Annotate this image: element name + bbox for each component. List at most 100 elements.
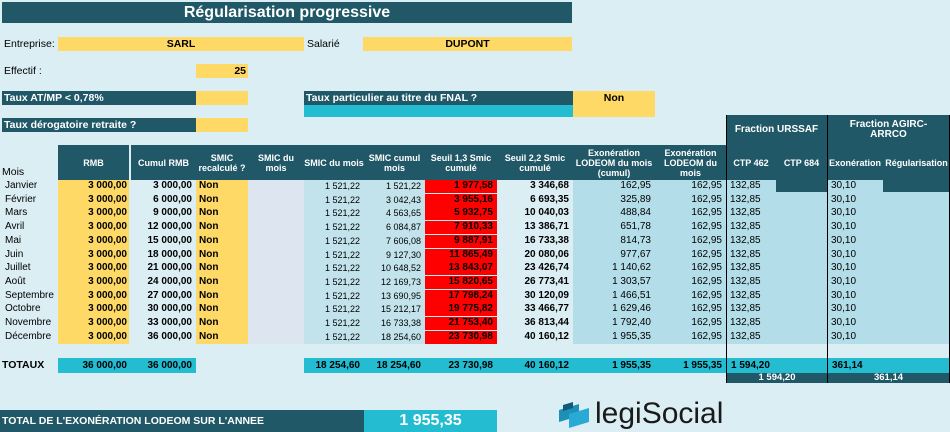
logo-icon <box>559 402 589 428</box>
cell-recalc[interactable]: Non <box>199 289 219 301</box>
cell-rmb[interactable]: 3 000,00 <box>88 193 127 205</box>
cell-smic-cumul: 6 084,87 <box>385 222 421 233</box>
totaux-smic: 18 254,60 <box>304 358 364 373</box>
cell-ctp462: 132,85 <box>730 234 761 246</box>
cell-rmb[interactable]: 3 000,00 <box>88 275 127 287</box>
salarie-field[interactable]: DUPONT <box>363 37 572 51</box>
cell-exo-mois: 162,95 <box>691 234 722 246</box>
cell-cumul: 9 000,00 <box>153 207 192 219</box>
cell-rmb[interactable]: 3 000,00 <box>88 262 127 274</box>
taux-fnal-field[interactable]: Non <box>573 91 655 117</box>
cell-exo: 30,10 <box>831 193 857 205</box>
cell-smic: 1 521,22 <box>324 235 360 246</box>
cell-mois: Mai <box>5 234 22 246</box>
header-smic-du-mois: SMIC du mois <box>304 145 364 180</box>
cell-exo-mois: 162,95 <box>691 303 722 315</box>
fnal-bar <box>304 105 573 117</box>
cell-rmb[interactable]: 3 000,00 <box>88 248 127 260</box>
cell-recalc[interactable]: Non <box>199 207 219 219</box>
totaux-urssaf: 1 594,20 <box>727 358 776 373</box>
totaux-agirc: 361,14 <box>828 358 883 373</box>
cell-exo-cumul: 651,78 <box>620 221 651 233</box>
header-smic-recalcule: SMIC recalculé ? <box>196 145 248 180</box>
totaux-smic-cumul: 18 254,60 <box>364 358 425 373</box>
cell-exo-cumul: 1 629,46 <box>612 303 651 315</box>
totaux-cumul: 36 000,00 <box>131 358 196 373</box>
cell-exo: 30,10 <box>831 317 857 328</box>
cell-recalc[interactable]: Non <box>199 180 219 191</box>
cell-rmb[interactable]: 3 000,00 <box>88 303 127 315</box>
cell-recalc[interactable]: Non <box>199 262 219 274</box>
cell-s22: 36 813,44 <box>524 317 570 328</box>
header-exoneration: Exonération <box>827 145 883 180</box>
total-exoneration-label: TOTAL DE L'EXONÉRATION LODEOM SUR L'ANNE… <box>0 410 364 432</box>
cell-cumul: 36 000,00 <box>147 330 193 342</box>
effectif-field[interactable]: 25 <box>196 64 248 78</box>
table-row: Juin 3 000,00 18 000,00 Non 1 521,22 9 127,30… <box>0 248 950 262</box>
cell-smic-cumul: 13 690,95 <box>380 290 421 301</box>
fraction-urssaf-header: Fraction URSSAF <box>726 115 827 145</box>
cell-exo-mois: 162,95 <box>691 248 722 260</box>
cell-rmb[interactable]: 3 000,00 <box>88 330 127 342</box>
cell-s13: 1 977,58 <box>425 180 497 193</box>
cell-rmb[interactable]: 3 000,00 <box>88 221 127 233</box>
cell-recalc[interactable]: Non <box>199 193 219 205</box>
cell-smic-cumul: 12 169,73 <box>380 276 421 287</box>
cell-exo-mois: 162,95 <box>691 317 722 328</box>
cell-s13: 15 820,65 <box>425 275 497 289</box>
cell-smic-cumul: 10 648,52 <box>380 263 421 274</box>
cell-smic: 1 521,22 <box>324 331 360 342</box>
cell-exo-cumul: 1 303,57 <box>612 275 651 287</box>
cell-recalc[interactable]: Non <box>199 221 219 233</box>
taux-atmp-field[interactable] <box>196 91 248 105</box>
cell-smic-cumul: 15 212,17 <box>380 304 421 315</box>
table-row: Septembre 3 000,00 27 000,00 Non 1 521,22 13 … <box>0 289 950 303</box>
cell-rmb[interactable]: 3 000,00 <box>88 289 127 301</box>
cell-s22: 10 040,03 <box>524 207 570 219</box>
table-row: Février 3 000,00 6 000,00 Non 1 521,22 3 042,… <box>0 193 950 207</box>
taux-derog-label: Taux dérogatoire retraite ? <box>2 118 196 132</box>
cell-recalc[interactable]: Non <box>199 248 219 260</box>
salarie-label: Salarié <box>307 38 340 50</box>
cell-mois: Décembre <box>5 330 52 342</box>
header-ctp684: CTP 684 <box>776 145 827 180</box>
entreprise-field[interactable]: SARL <box>58 37 304 51</box>
cell-recalc[interactable]: Non <box>199 317 219 328</box>
cell-recalc[interactable]: Non <box>199 234 219 246</box>
cell-recalc[interactable]: Non <box>199 303 219 315</box>
totaux-label: TOTAUX <box>2 359 45 371</box>
cell-cumul: 21 000,00 <box>147 262 193 274</box>
cell-smic: 1 521,22 <box>324 304 360 315</box>
header-regularisation: Régularisation <box>883 145 950 180</box>
effectif-label: Effectif : <box>2 64 196 78</box>
table-row: Avril 3 000,00 12 000,00 Non 1 521,22 6 084,8… <box>0 221 950 235</box>
cell-s13: 19 775,82 <box>425 303 497 317</box>
cell-smic-cumul: 16 733,38 <box>380 318 421 328</box>
cell-exo: 30,10 <box>831 248 857 260</box>
cell-rmb[interactable]: 3 000,00 <box>88 234 127 246</box>
taux-derog-field[interactable] <box>196 118 248 132</box>
cell-exo-cumul: 1 140,62 <box>612 262 651 274</box>
cell-exo-mois: 162,95 <box>691 275 722 287</box>
agirc-total: 361,14 <box>828 373 949 383</box>
header-cumul-rmb: Cumul RMB <box>131 145 196 180</box>
taux-atmp-label: Taux AT/MP < 0,78% <box>2 91 196 105</box>
cell-exo-mois: 162,95 <box>691 221 722 233</box>
page-title: Régularisation progressive <box>2 2 572 23</box>
cell-rmb[interactable]: 3 000,00 <box>88 317 127 328</box>
cell-rmb[interactable]: 3 000,00 <box>88 180 127 191</box>
header-ctp462: CTP 462 <box>726 145 776 180</box>
cell-smic: 1 521,22 <box>324 263 360 274</box>
cell-exo-mois: 162,95 <box>691 193 722 205</box>
cell-recalc[interactable]: Non <box>199 275 219 287</box>
totaux-seuil13: 23 730,98 <box>425 358 497 373</box>
cell-recalc[interactable]: Non <box>199 330 219 342</box>
cell-exo-cumul: 977,67 <box>620 248 651 260</box>
cell-smic: 1 521,22 <box>324 194 360 205</box>
taux-fnal-label: Taux particulier au titre du FNAL ? <box>304 91 573 105</box>
table-row: Janvier 3 000,00 3 000,00 Non 1 521,22 1 521,… <box>0 180 950 193</box>
totaux-exo-cumul: 1 955,35 <box>573 358 655 373</box>
cell-cumul: 15 000,00 <box>147 234 193 246</box>
cell-smic-cumul: 9 127,30 <box>385 249 421 260</box>
cell-rmb[interactable]: 3 000,00 <box>88 207 127 219</box>
